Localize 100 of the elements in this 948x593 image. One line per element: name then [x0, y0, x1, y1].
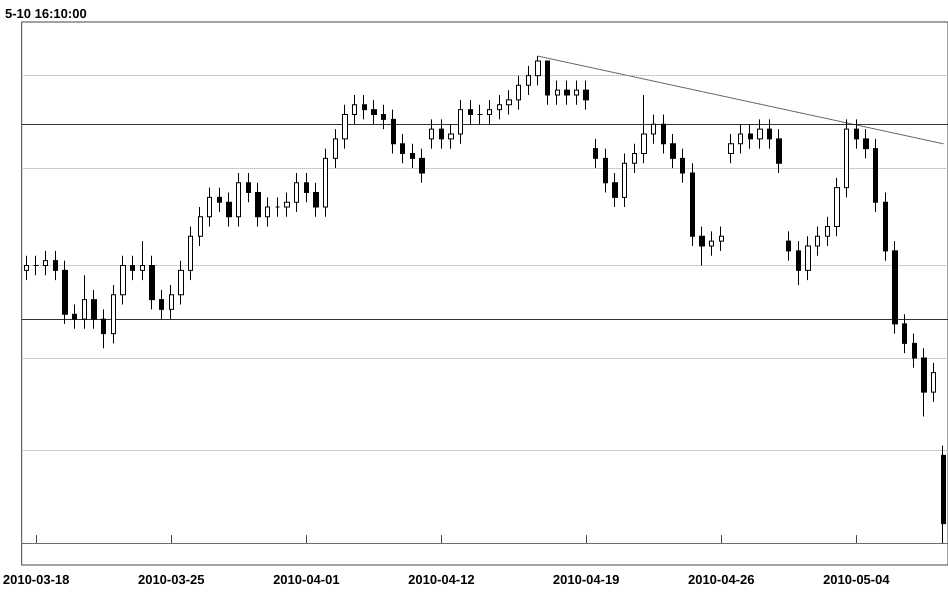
candlestick	[43, 250, 48, 276]
candlestick	[439, 118, 444, 150]
candlestick	[255, 182, 261, 228]
candlestick	[506, 90, 512, 116]
candlestick	[468, 99, 473, 125]
candlestick	[284, 192, 290, 218]
candlestick	[198, 206, 203, 247]
candlestick	[661, 114, 666, 154]
candlestick	[757, 118, 763, 150]
candlestick	[265, 196, 270, 228]
x-tick-label: 2010-04-12	[408, 572, 475, 587]
candlestick	[805, 236, 811, 281]
candlestick	[333, 128, 338, 169]
candlestick	[516, 75, 521, 110]
candlestick	[24, 255, 29, 281]
candlestick	[458, 99, 463, 144]
candlestick	[632, 143, 637, 174]
candlestick	[342, 104, 348, 150]
candlestick	[226, 192, 232, 228]
candlestick	[391, 109, 396, 154]
candlestick	[53, 250, 58, 281]
candlestick	[419, 148, 425, 184]
candlestick	[593, 138, 598, 169]
candlestick	[236, 172, 241, 228]
candlestick	[178, 260, 184, 305]
candlestick	[323, 148, 328, 218]
candlestick	[815, 226, 820, 256]
x-tick-label: 2010-03-18	[2, 572, 70, 587]
candlestick	[786, 230, 791, 262]
candlestick	[207, 187, 212, 228]
candlestick	[883, 192, 888, 262]
candlestick	[709, 230, 714, 256]
candlestick	[719, 226, 724, 252]
candlestick	[62, 260, 68, 324]
candlestick	[931, 362, 936, 402]
candlestick	[217, 187, 222, 212]
candlestick	[892, 240, 898, 334]
candlestick	[188, 226, 193, 281]
candlestick	[294, 172, 299, 212]
candlestick	[690, 162, 695, 247]
x-tick-label: 2010-04-19	[552, 572, 620, 587]
x-tick-label: 2010-03-25	[138, 572, 204, 587]
candlestick	[651, 114, 656, 144]
candlestick	[564, 80, 570, 106]
x-tick-label: 2010-04-01	[273, 572, 340, 587]
candlestick	[275, 196, 280, 218]
candlestick	[362, 94, 367, 120]
candlestick	[91, 289, 97, 330]
candlestick	[313, 182, 319, 218]
candlestick	[748, 124, 753, 150]
candlestick	[641, 94, 647, 164]
candlestick	[612, 172, 618, 208]
candlestick	[545, 60, 550, 106]
candlestick	[834, 177, 840, 237]
candlestick	[448, 124, 454, 150]
candlestick	[680, 148, 685, 184]
candlestick	[487, 99, 492, 125]
candlestick	[535, 56, 541, 86]
candlestick	[33, 255, 39, 276]
candlestick	[381, 104, 386, 130]
candlestick	[555, 80, 560, 106]
candlestick	[941, 445, 946, 544]
candlestick	[429, 118, 434, 150]
candlestick	[130, 255, 135, 281]
candlestick	[921, 348, 927, 417]
candlestick	[738, 124, 743, 154]
candlestick	[169, 284, 174, 320]
candlestick	[352, 94, 357, 125]
x-tick-label: 2010-05-04	[823, 572, 890, 587]
chart-title: 5-10 16:10:00	[5, 6, 87, 21]
candlestick	[101, 308, 106, 349]
candlestick	[844, 118, 849, 198]
candlestick	[603, 148, 608, 193]
candlestick	[304, 172, 309, 203]
candlestick	[767, 118, 772, 150]
x-tick-label: 2010-04-26	[688, 572, 754, 587]
candlestick	[825, 216, 830, 247]
candlestick	[863, 128, 869, 159]
candlestick	[854, 118, 859, 150]
candlestick	[159, 289, 164, 320]
candlestick	[776, 128, 782, 174]
candlestick	[149, 255, 155, 310]
candlestick	[120, 255, 126, 305]
candlestick	[902, 314, 907, 354]
candlestick	[622, 152, 627, 208]
candlestick	[477, 104, 483, 125]
candlestick	[111, 284, 116, 344]
candlestick	[873, 138, 878, 212]
candlestick	[400, 134, 405, 164]
candlestick	[410, 143, 415, 169]
candlestick	[574, 80, 579, 106]
candlestick	[140, 240, 145, 281]
candlestick	[796, 240, 801, 286]
candlestick	[246, 172, 251, 203]
candlestick	[583, 80, 589, 110]
candlestick	[526, 65, 531, 96]
candlestick	[371, 99, 377, 125]
candlestick	[82, 274, 87, 330]
candlestick	[72, 304, 77, 330]
candlestick	[497, 94, 502, 120]
